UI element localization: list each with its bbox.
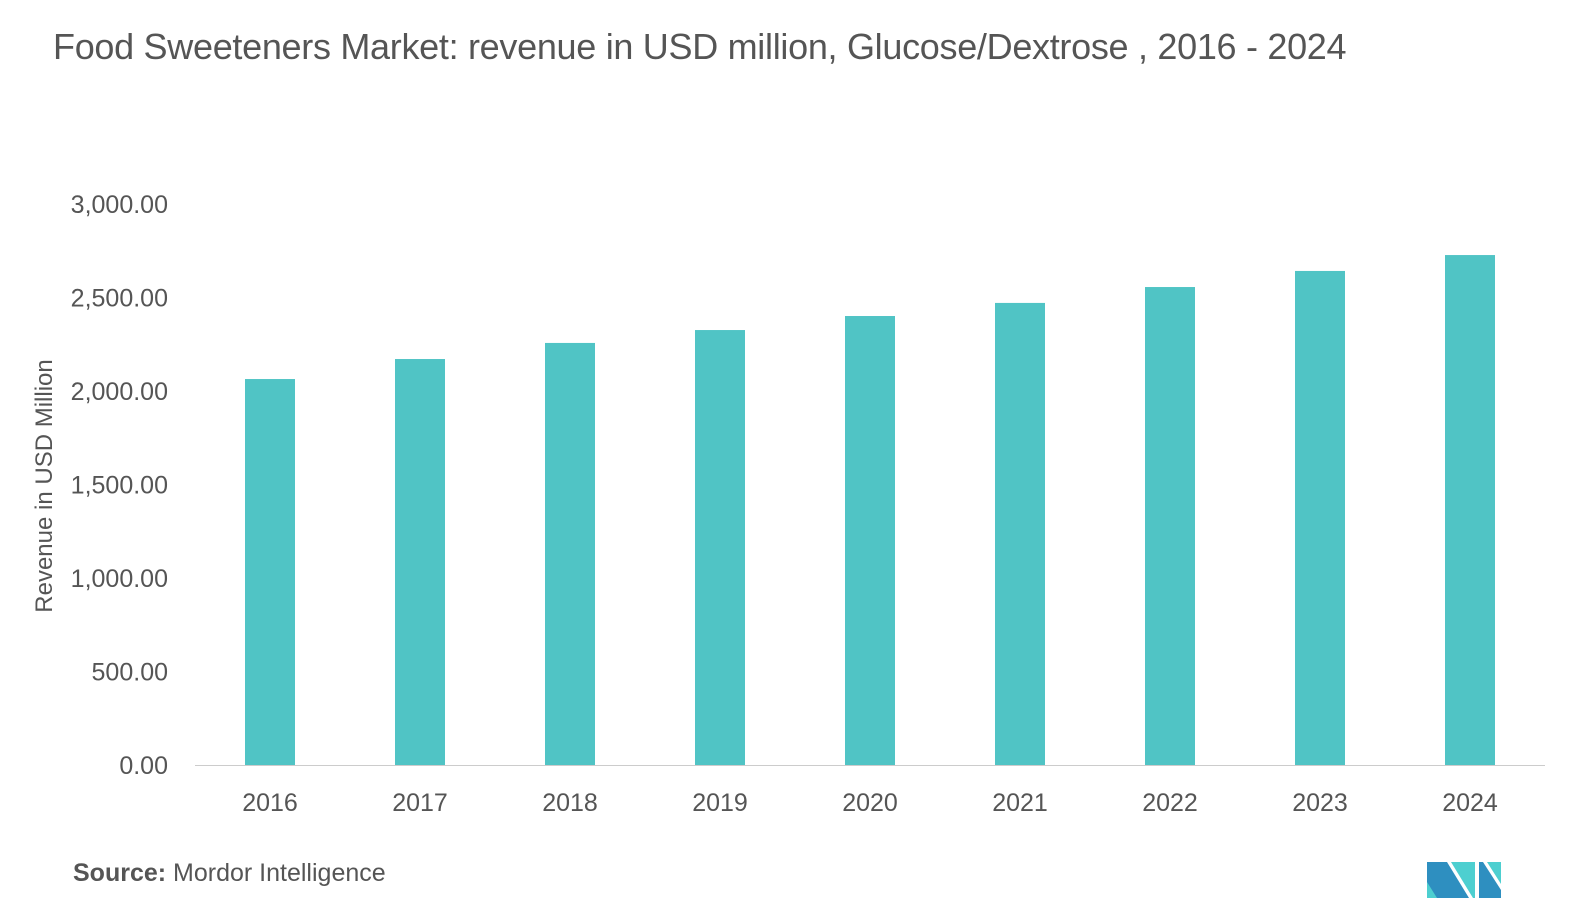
- bar-2020: [845, 316, 895, 765]
- source-label: Source:: [73, 859, 167, 887]
- x-tick-label: 2021: [992, 789, 1048, 817]
- x-tick-label: 2023: [1292, 789, 1348, 817]
- bar-2021: [995, 302, 1045, 765]
- x-tick-label: 2020: [842, 789, 898, 817]
- y-tick-label: 1,000.00: [71, 565, 168, 593]
- y-tick-label: 1,500.00: [71, 472, 168, 500]
- bar-2022: [1145, 287, 1195, 765]
- y-tick-label: 0.00: [119, 752, 168, 780]
- x-tick-label: 2024: [1442, 789, 1498, 817]
- source-note: Source: Mordor Intelligence: [73, 859, 386, 888]
- source-text: Mordor Intelligence: [173, 859, 386, 887]
- mordor-logo: [1427, 862, 1501, 898]
- y-tick-label: 2,000.00: [71, 378, 168, 406]
- y-tick-label: 3,000.00: [71, 191, 168, 219]
- x-tick-label: 2017: [392, 789, 448, 817]
- y-tick-label: 2,500.00: [71, 285, 168, 313]
- x-tick-label: 2016: [242, 789, 298, 817]
- y-axis-label: Revenue in USD Million: [31, 359, 58, 612]
- bar-2016: [245, 379, 295, 765]
- x-tick-label: 2022: [1142, 789, 1198, 817]
- x-tick-label: 2018: [542, 789, 598, 817]
- bar-2019: [695, 330, 745, 765]
- x-tick-label: 2019: [692, 789, 748, 817]
- chart-title: Food Sweeteners Market: revenue in USD m…: [53, 26, 1347, 67]
- bar-2018: [545, 342, 595, 765]
- bar-2017: [395, 359, 445, 765]
- bar-2024: [1445, 255, 1495, 765]
- bar-2023: [1295, 270, 1345, 765]
- y-tick-label: 500.00: [92, 659, 168, 687]
